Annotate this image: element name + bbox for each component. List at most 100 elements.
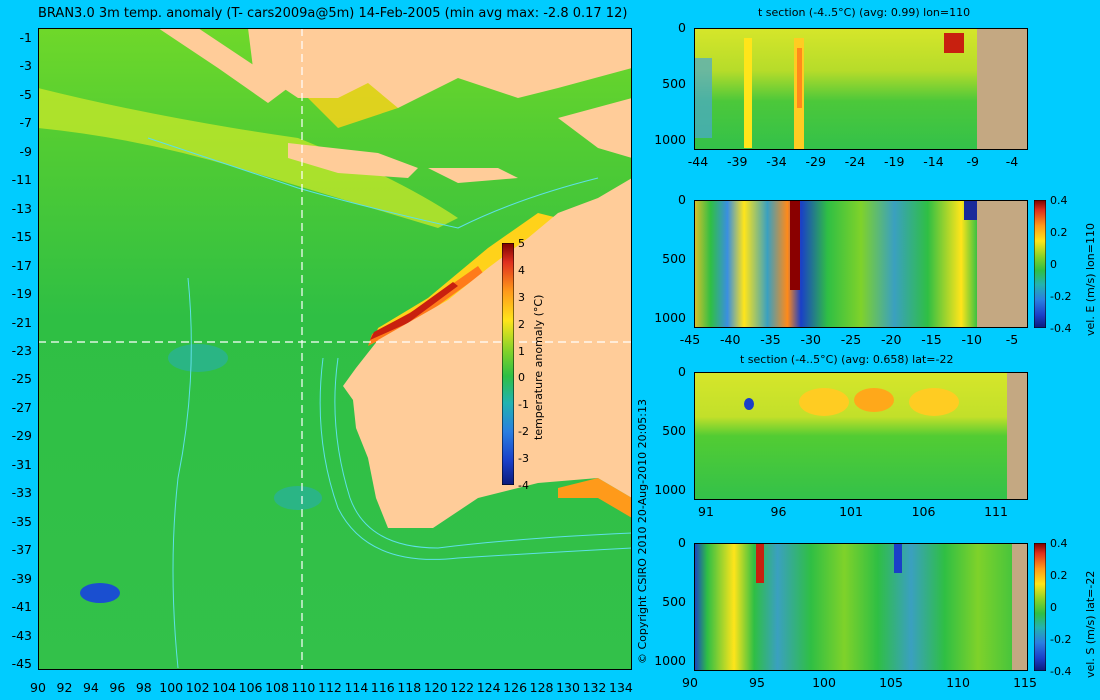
colorbar-tick-label: 0.4 bbox=[1050, 194, 1068, 207]
bathymetry-contours bbox=[147, 137, 632, 669]
x-tick-label: -14 bbox=[923, 154, 944, 169]
south-coast-warm-band bbox=[558, 478, 632, 518]
lat-tick-label: -11 bbox=[11, 172, 32, 188]
x-tick-label: 90 bbox=[682, 675, 698, 690]
colorbar-tick-label: 4 bbox=[518, 263, 525, 277]
y-tick-label: 1000 bbox=[654, 482, 686, 497]
lon-tick-label: 112 bbox=[318, 680, 342, 695]
lat-tick-label: -39 bbox=[11, 570, 32, 586]
lat-tick-label: -21 bbox=[11, 314, 32, 330]
lat-tick-label: -37 bbox=[11, 542, 32, 558]
coastal-max-band bbox=[370, 282, 458, 340]
lon-tick-label: 128 bbox=[529, 680, 554, 695]
x-tick-label: 115 bbox=[1013, 675, 1037, 690]
lat-tick-label: -5 bbox=[19, 86, 32, 102]
colorbar-tick-label: -0.4 bbox=[1050, 665, 1072, 678]
map-title: BRAN3.0 3m temp. anomaly (T- cars2009a@5… bbox=[38, 6, 628, 21]
lon-tick-label: 134 bbox=[609, 680, 633, 695]
lat-tick-label: -13 bbox=[11, 200, 32, 216]
y-tick-label: 0 bbox=[678, 535, 686, 550]
lat-tick-label: -43 bbox=[11, 627, 32, 643]
x-tick-label: 106 bbox=[911, 504, 936, 519]
lon-tick-label: 96 bbox=[109, 680, 126, 695]
lat-tick-label: -17 bbox=[11, 257, 32, 273]
panel4-velocity[interactable] bbox=[694, 543, 1028, 671]
x-tick-label: 105 bbox=[879, 675, 903, 690]
lon-tick-label: 114 bbox=[344, 680, 369, 695]
lon-tick-label: 104 bbox=[212, 680, 237, 695]
colorbar-tick-label: -2 bbox=[518, 425, 529, 439]
lat-tick-label: -33 bbox=[11, 485, 32, 501]
y-tick-label: 500 bbox=[662, 251, 686, 266]
colorbar-tick-label: 0.2 bbox=[1050, 226, 1068, 239]
x-tick-label: 95 bbox=[749, 675, 765, 690]
temperature-colorbar bbox=[502, 243, 514, 485]
lon-tick-label: 130 bbox=[556, 680, 580, 695]
x-tick-label: -9 bbox=[966, 154, 979, 169]
x-tick-label: -30 bbox=[800, 332, 821, 347]
lat-tick-label: -3 bbox=[19, 58, 32, 74]
x-tick-label: -10 bbox=[961, 332, 982, 347]
colorbar-tick-label: 1 bbox=[518, 344, 525, 358]
warm-anomaly-band bbox=[38, 88, 458, 228]
y-tick-label: 1000 bbox=[654, 653, 686, 668]
map-plot[interactable] bbox=[38, 28, 632, 670]
colorbar-tick-label: -0.4 bbox=[1050, 322, 1072, 335]
panel1-section[interactable] bbox=[694, 28, 1028, 150]
lat-tick-label: -7 bbox=[19, 115, 32, 131]
lat-tick-label: -31 bbox=[11, 456, 32, 472]
lon-tick-label: 110 bbox=[291, 680, 316, 695]
cool-patch bbox=[168, 344, 228, 372]
x-tick-label: -5 bbox=[1005, 332, 1019, 347]
colorbar-tick-label: 0 bbox=[518, 371, 525, 385]
panel1-title: t section (-4..5°C) (avg: 0.99) lon=110 bbox=[758, 6, 971, 19]
y-tick-label: 500 bbox=[662, 76, 686, 91]
panel2-colorbar-label: vel. E (m/s) lon=110 bbox=[1084, 223, 1097, 336]
land-sumatra bbox=[158, 28, 288, 103]
colorbar-label: temperature anomaly (°C) bbox=[532, 294, 545, 440]
y-tick-label: 1000 bbox=[654, 132, 686, 147]
x-tick-label: -25 bbox=[840, 332, 862, 347]
x-tick-label: -35 bbox=[760, 332, 781, 347]
lon-tick-label: 94 bbox=[82, 680, 99, 695]
panel2-colorbar bbox=[1034, 200, 1046, 328]
x-tick-label: 101 bbox=[839, 504, 863, 519]
lat-tick-label: -41 bbox=[11, 599, 32, 615]
x-tick-label: 111 bbox=[984, 504, 1008, 519]
x-tick-label: -45 bbox=[679, 332, 701, 347]
lon-tick-label: 120 bbox=[423, 680, 448, 695]
x-tick-label: 91 bbox=[698, 504, 714, 519]
land-new-guinea bbox=[558, 98, 632, 158]
colorbar-tick-label: -4 bbox=[518, 479, 529, 492]
lat-tick-label: -1 bbox=[19, 30, 32, 45]
land-java bbox=[288, 143, 418, 178]
y-tick-label: 500 bbox=[662, 423, 686, 438]
lon-tick-label: 102 bbox=[185, 680, 210, 695]
x-tick-label: -24 bbox=[844, 154, 866, 169]
y-tick-label: 1000 bbox=[654, 310, 686, 325]
colorbar-tick-label: 5 bbox=[518, 237, 525, 250]
colorbar-tick-label: -0.2 bbox=[1050, 290, 1072, 303]
x-tick-label: 96 bbox=[770, 504, 787, 519]
lat-tick-label: -19 bbox=[11, 286, 32, 302]
colorbar-tick-label: -1 bbox=[518, 398, 529, 412]
panel3-section[interactable] bbox=[694, 372, 1028, 500]
lon-tick-label: 118 bbox=[397, 680, 422, 695]
lat-tick-label: -9 bbox=[19, 143, 32, 159]
colorbar-tick-label: 0 bbox=[1050, 258, 1057, 271]
colorbar-tick-label: 0.2 bbox=[1050, 569, 1068, 582]
y-tick-label: 0 bbox=[678, 20, 686, 35]
y-tick-label: 0 bbox=[678, 364, 686, 379]
lon-tick-label: 92 bbox=[56, 680, 73, 695]
colorbar-tick-label: 0 bbox=[1050, 601, 1057, 614]
x-tick-label: -34 bbox=[766, 154, 787, 169]
colorbar-tick-label: 0.4 bbox=[1050, 537, 1068, 550]
colorbar-tick-label: -3 bbox=[518, 452, 529, 466]
lon-tick-label: 90 bbox=[30, 680, 46, 695]
land-lesser-sunda bbox=[428, 168, 518, 183]
panel2-velocity[interactable] bbox=[694, 200, 1028, 328]
colorbar-tick-label: 3 bbox=[518, 290, 525, 304]
lat-tick-label: -35 bbox=[11, 513, 32, 529]
panel3-title: t section (-4..5°C) (avg: 0.658) lat=-22 bbox=[740, 353, 954, 366]
lon-tick-label: 126 bbox=[503, 680, 528, 695]
